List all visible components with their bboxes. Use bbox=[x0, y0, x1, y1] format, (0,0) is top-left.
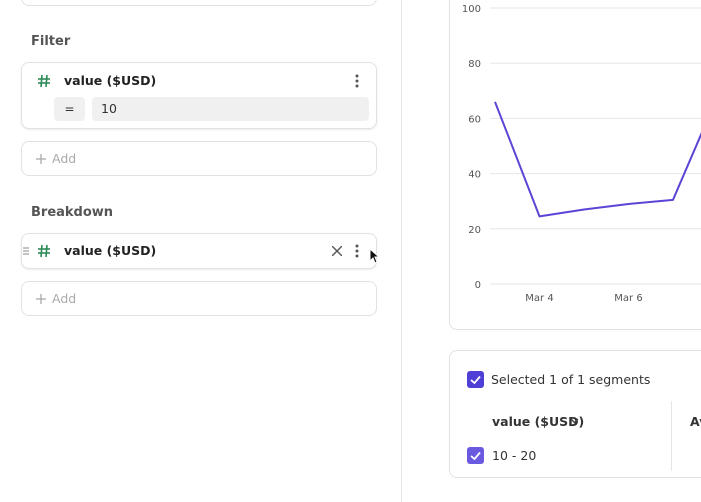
breakdown-card[interactable]: value ($USD) bbox=[21, 233, 377, 269]
add-label: Add bbox=[52, 151, 77, 166]
add-filter[interactable]: Add bbox=[21, 141, 377, 176]
checkbox[interactable] bbox=[467, 447, 484, 464]
menu-icon[interactable] bbox=[354, 73, 360, 89]
y-tick-label: 100 bbox=[462, 4, 481, 15]
plus-icon bbox=[36, 154, 46, 164]
filter-card[interactable]: value ($USD) = 10 bbox=[21, 62, 377, 129]
number-icon bbox=[38, 74, 50, 88]
filter-field: value ($USD) bbox=[64, 73, 157, 88]
line bbox=[494, 101, 701, 218]
number-icon bbox=[38, 244, 50, 258]
filter-value[interactable]: 10 bbox=[92, 97, 369, 121]
y-tick-label: 80 bbox=[468, 59, 481, 70]
chart: 0 20 40 60 80 100 Mar 4 Mar 6 bbox=[462, 4, 701, 304]
menu-icon[interactable] bbox=[354, 243, 360, 259]
drag-handle[interactable] bbox=[23, 247, 29, 255]
y-tick-label: 0 bbox=[475, 280, 481, 291]
checkbox[interactable] bbox=[467, 371, 484, 388]
divider bbox=[401, 0, 402, 502]
y-tick-label: 40 bbox=[468, 170, 481, 181]
column-divider bbox=[671, 401, 672, 471]
segments-card: Selected 1 of 1 segments value ($USD) Av… bbox=[449, 350, 701, 478]
selection-summary: Selected 1 of 1 segments bbox=[491, 372, 651, 387]
x-tick-label: Mar 4 bbox=[525, 293, 553, 304]
column-header[interactable]: value ($USD) bbox=[492, 414, 585, 429]
breakdown-title: Breakdown bbox=[31, 205, 114, 220]
filter-title: Filter bbox=[31, 34, 71, 49]
operator[interactable]: = bbox=[54, 97, 85, 121]
plus-icon bbox=[36, 294, 46, 304]
x-tick-label: Mar 6 bbox=[614, 293, 642, 304]
add-breakdown[interactable]: Add bbox=[21, 281, 377, 316]
y-tick-label: 20 bbox=[468, 225, 481, 236]
cursor bbox=[369, 248, 379, 264]
remove-icon[interactable] bbox=[332, 246, 342, 256]
add-label: Add bbox=[52, 291, 77, 306]
chevron-icon[interactable] bbox=[570, 418, 579, 424]
y-tick-label: 60 bbox=[468, 114, 481, 125]
segment-row: 10 - 20 bbox=[492, 448, 537, 463]
breakdown-field: value ($USD) bbox=[64, 243, 157, 258]
column-header: Av bbox=[690, 414, 701, 429]
chart-card bbox=[449, 0, 701, 330]
